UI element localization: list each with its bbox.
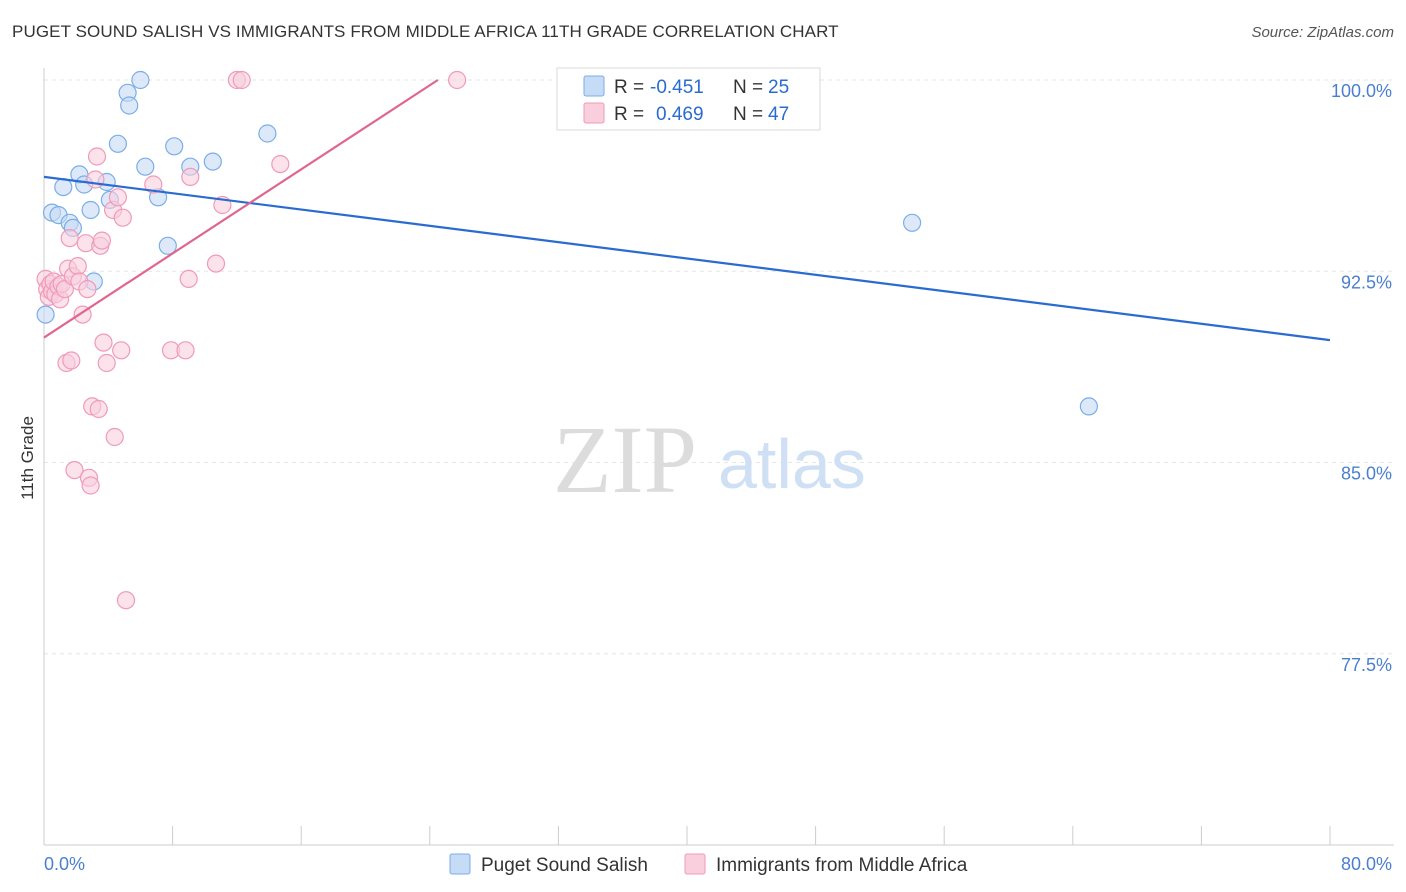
point-immigrants-middle-africa	[92, 231, 112, 250]
chart-title: PUGET SOUND SALISH VS IMMIGRANTS FROM MI…	[12, 22, 839, 41]
point-puget-sound-salish	[203, 152, 222, 171]
point-immigrants-middle-africa	[206, 254, 226, 273]
point-immigrants-middle-africa	[68, 257, 87, 276]
y-tick-label: 85.0%	[1341, 464, 1392, 484]
y-tick-label: 77.5%	[1341, 655, 1392, 675]
x-tick-label: 80.0%	[1341, 854, 1392, 874]
point-immigrants-middle-africa	[78, 280, 97, 299]
trendline-puget-sound-salish	[43, 175, 1331, 342]
point-puget-sound-salish	[108, 134, 128, 153]
point-immigrants-middle-africa	[89, 399, 108, 419]
x-tick-label: 0.0%	[44, 854, 85, 874]
grid-layer	[44, 79, 1394, 655]
svg-text:N =: N =	[733, 104, 763, 125]
watermark: ZIP atlas	[553, 406, 866, 513]
trendline-immigrants-middle-africa	[43, 79, 439, 339]
point-puget-sound-salish	[36, 305, 55, 324]
watermark-atlas: atlas	[718, 425, 866, 503]
point-puget-sound-salish	[258, 124, 277, 143]
labels-layer: 100.0% 92.5% 85.0% 77.5% 0.0% 80.0%	[44, 81, 1392, 874]
legend-n-salish: 25	[768, 77, 789, 98]
point-puget-sound-salish	[131, 70, 150, 90]
point-immigrants-middle-africa	[65, 461, 84, 480]
points-layer	[36, 70, 1099, 610]
point-immigrants-middle-africa	[448, 70, 467, 90]
point-immigrants-middle-africa	[176, 341, 195, 360]
point-immigrants-middle-africa	[232, 70, 251, 90]
svg-text:R =: R =	[614, 104, 644, 125]
point-puget-sound-salish	[81, 200, 100, 220]
point-puget-sound-salish	[1079, 397, 1099, 416]
legend-swatch-africa	[583, 102, 605, 124]
legend-correlation: R = -0.451 N = 25 R = 0.469 N = 47	[556, 67, 821, 131]
point-immigrants-middle-africa	[97, 353, 116, 373]
legend-r-salish: -0.451	[650, 77, 704, 98]
point-immigrants-middle-africa	[181, 167, 200, 186]
point-immigrants-middle-africa	[86, 170, 105, 189]
point-puget-sound-salish	[136, 157, 155, 176]
point-immigrants-middle-africa	[105, 427, 124, 447]
point-immigrants-middle-africa	[113, 208, 132, 227]
point-immigrants-middle-africa	[116, 591, 136, 610]
point-immigrants-middle-africa	[112, 341, 131, 360]
point-puget-sound-salish	[902, 213, 922, 232]
legend-r-africa: 0.469	[656, 104, 704, 125]
point-puget-sound-salish	[120, 96, 139, 115]
y-tick-label: 100.0%	[1331, 81, 1392, 101]
point-immigrants-middle-africa	[81, 476, 100, 495]
watermark-zip: ZIP	[553, 406, 697, 513]
legend-n-africa: 47	[768, 104, 789, 125]
legend-swatch-salish	[583, 75, 605, 97]
point-immigrants-middle-africa	[271, 155, 290, 174]
y-axis-title: 11th Grade	[18, 416, 37, 500]
point-immigrants-middle-africa	[94, 333, 113, 352]
legend-bottom-label-salish: Puget Sound Salish	[481, 855, 648, 876]
legend-bottom-swatch-salish	[449, 853, 471, 875]
y-tick-label: 92.5%	[1341, 272, 1392, 292]
point-immigrants-middle-africa	[108, 188, 128, 207]
point-immigrants-middle-africa	[87, 147, 107, 166]
point-immigrants-middle-africa	[179, 269, 198, 288]
point-immigrants-middle-africa	[62, 351, 81, 370]
trend-layer	[43, 79, 1331, 342]
point-immigrants-middle-africa	[60, 229, 79, 248]
svg-text:R =: R =	[614, 77, 644, 98]
point-immigrants-middle-africa	[144, 175, 163, 194]
legend-series: Puget Sound Salish Immigrants from Middl…	[449, 853, 968, 876]
source-credit: Source: ZipAtlas.com	[1251, 24, 1394, 41]
axes-layer	[43, 68, 1394, 846]
point-puget-sound-salish	[158, 236, 177, 255]
legend-bottom-label-africa: Immigrants from Middle Africa	[716, 855, 968, 876]
legend-bottom-swatch-africa	[684, 853, 706, 875]
svg-text:N =: N =	[733, 77, 763, 98]
point-puget-sound-salish	[165, 137, 184, 156]
